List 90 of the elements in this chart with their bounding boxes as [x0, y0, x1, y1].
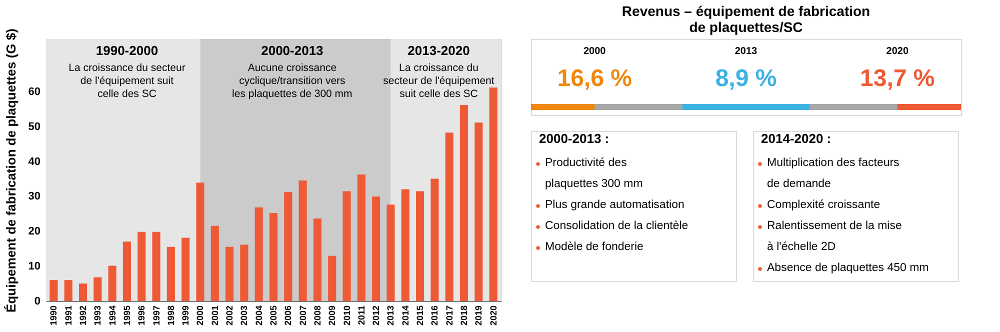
y-tick-label: 60	[28, 86, 40, 98]
text: Plus grande automatisation	[545, 199, 684, 211]
x-tick-label: 2009	[327, 306, 338, 326]
bar	[460, 105, 468, 301]
x-tick-label: 2019	[474, 306, 484, 326]
text: Multiplication des facteurs de demande	[767, 157, 900, 190]
bar	[210, 226, 219, 301]
x-tick-label: 2008	[312, 306, 322, 326]
category-label: 2020	[886, 46, 909, 57]
bar	[284, 192, 292, 301]
x-tick-label: 2011	[356, 306, 366, 326]
bar	[401, 189, 410, 301]
y-tick-label: 0	[34, 296, 40, 308]
bar	[254, 207, 263, 301]
text: 2000-2013 :	[539, 131, 610, 146]
y-tick-label: 10	[28, 260, 40, 273]
bar	[298, 180, 307, 301]
bar	[166, 246, 175, 301]
x-tick-label: 2012	[371, 306, 382, 326]
category-label: 2013	[734, 46, 758, 57]
text: Productivité des plaquettes 300 mm	[545, 157, 643, 190]
x-tick-label: 2020	[488, 306, 498, 326]
bar	[240, 244, 248, 301]
y-tick-label: 50	[28, 120, 40, 133]
bar	[196, 182, 204, 301]
text: Ralentissement de la mise à l'échelle 2D	[767, 220, 902, 253]
x-tick-label: 1990	[48, 306, 59, 326]
bar	[328, 256, 336, 301]
bar	[269, 212, 278, 301]
bar	[78, 284, 88, 301]
x-tick-label: 1999	[180, 306, 191, 326]
bar	[226, 246, 234, 301]
x-tick-label: 2006	[283, 306, 294, 326]
bar	[94, 277, 102, 301]
x-tick-label: 2001	[210, 306, 220, 326]
text: Revenus – équipement de fabrication de plaquettes/SC	[622, 3, 870, 35]
bar	[152, 232, 160, 301]
x-tick-label: 1995	[122, 306, 132, 326]
x-tick-label: 2007	[298, 306, 308, 326]
x-tick-label: 2003	[239, 306, 250, 326]
x-tick-label: 2014	[400, 306, 410, 326]
y-tick-label: 30	[28, 190, 40, 203]
category-label: 2000	[583, 46, 606, 57]
bar	[386, 204, 395, 301]
band-label: 1990-2000 La croissance du secteur de l'équipement suit celle des SC	[68, 43, 186, 100]
x-tick-label: 2000	[195, 306, 206, 326]
x-tick-label: 1996	[136, 306, 147, 326]
bar	[313, 218, 322, 301]
bar	[357, 174, 366, 301]
text: Consolidation de la clientèle	[545, 220, 688, 232]
text: 2014-2020 :	[761, 131, 832, 146]
bar	[416, 191, 424, 301]
x-tick-label: 1992	[78, 306, 88, 326]
x-tick-label: 2018	[459, 306, 469, 326]
band-label: 2013-2020 La croissance du secteur de l'équipement suit celle des SC	[383, 43, 494, 100]
x-tick-label: 1993	[92, 306, 103, 326]
x-tick-label: 2005	[268, 306, 278, 326]
x-tick-label: 1994	[107, 306, 118, 326]
y-axis-title: Équipement de fabrication de plaquettes (G $)	[3, 28, 18, 312]
bar	[64, 280, 72, 301]
x-tick-label: 2015	[415, 306, 426, 326]
bar	[138, 232, 146, 301]
x-tick-label: 1991	[63, 306, 74, 326]
text: Absence de plaquettes 450 mm	[767, 262, 929, 274]
bar	[108, 266, 116, 301]
bar	[474, 122, 483, 301]
data-label: 8,9 %	[715, 65, 777, 92]
x-tick-label: 2017	[444, 306, 454, 326]
band-label: 2000-2013 Aucune croissance cyclique/transition vers les plaquettes de 300 mm	[232, 43, 353, 100]
bar	[342, 191, 351, 301]
x-tick-label: 1998	[166, 306, 176, 326]
bar	[122, 242, 131, 301]
text: Modèle de fonderie	[545, 241, 644, 253]
x-tick-label: 2004	[254, 306, 264, 326]
bar	[445, 132, 454, 301]
x-tick-label: 2010	[342, 306, 352, 326]
bar	[182, 238, 190, 301]
text: Complexité croissante	[767, 199, 880, 211]
bar	[430, 178, 439, 301]
bar	[489, 88, 498, 301]
x-tick-label: 1997	[151, 306, 162, 326]
x-tick-label: 2016	[430, 306, 440, 326]
y-tick-label: 20	[28, 226, 40, 238]
x-tick-label: 2002	[224, 306, 235, 326]
y-tick-label: 40	[28, 156, 40, 168]
bar	[50, 280, 58, 301]
data-label: 16,6 %	[557, 65, 632, 92]
x-tick-label: 2013	[386, 306, 396, 326]
data-label: 13,7 %	[860, 65, 935, 92]
bar	[372, 196, 380, 301]
